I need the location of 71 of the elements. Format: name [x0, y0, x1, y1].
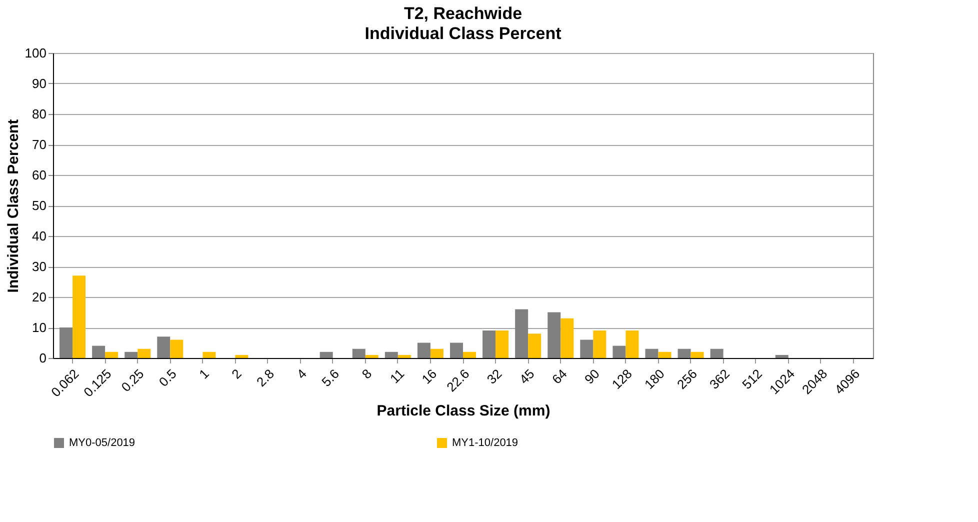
- legend-label: MY0-05/2019: [69, 437, 136, 449]
- y-tick-label: 20: [32, 290, 46, 304]
- bar: [482, 330, 496, 358]
- x-tick-label: 16: [418, 366, 440, 387]
- bar: [202, 352, 216, 358]
- bar: [157, 336, 170, 358]
- y-tick-label: 90: [32, 76, 46, 91]
- x-tick-label: 256: [674, 366, 700, 392]
- bar: [235, 354, 248, 358]
- y-tick-label: 10: [32, 320, 46, 335]
- y-tick-label: 60: [32, 168, 46, 182]
- bar: [658, 352, 672, 358]
- x-tick-label: 11: [386, 366, 408, 386]
- y-tick-label: 0: [39, 350, 46, 366]
- bar: [690, 352, 704, 358]
- bar: [417, 342, 430, 358]
- x-tick-label: 2.8: [254, 366, 277, 390]
- bar: [528, 334, 542, 358]
- bar: [580, 340, 594, 358]
- x-tick-label: 180: [641, 366, 668, 392]
- bar: [678, 348, 691, 358]
- x-tick-label: 2: [228, 366, 244, 382]
- bar: [124, 352, 138, 358]
- bar: [60, 328, 73, 358]
- x-tick-label: 4: [294, 366, 310, 382]
- y-tick-label: 50: [32, 198, 46, 213]
- bar: [593, 330, 606, 358]
- x-tick-label: 32: [484, 366, 505, 387]
- bar: [398, 354, 411, 358]
- x-tick-label: 1: [196, 366, 212, 382]
- y-tick-label: 80: [32, 106, 46, 122]
- bar: [105, 352, 118, 358]
- x-tick-label: 128: [608, 366, 635, 392]
- y-axis-title: Individual Class Percent: [4, 119, 22, 293]
- bar: [496, 330, 509, 358]
- y-tick-label: 30: [32, 259, 46, 274]
- bar: [352, 348, 366, 358]
- x-tick-label: 0.5: [156, 366, 180, 390]
- x-tick-label: 362: [706, 366, 733, 392]
- legend-label: MY1-10/2019: [452, 437, 518, 449]
- bar: [138, 348, 151, 358]
- bar: [170, 340, 184, 358]
- chart-subtitle: Individual Class Percent: [364, 24, 562, 43]
- bar: [548, 312, 561, 358]
- bar: [710, 348, 724, 358]
- bar: [92, 346, 106, 358]
- bar: [463, 352, 476, 358]
- bar: [515, 309, 528, 358]
- x-tick-label: 90: [582, 366, 602, 387]
- bar: [626, 330, 639, 358]
- bar: [72, 276, 86, 358]
- x-tick-label: 512: [739, 366, 766, 392]
- x-tick-label: 5.6: [318, 366, 342, 390]
- chart-title: T2, Reachwide: [404, 4, 522, 23]
- bar: [430, 348, 444, 358]
- x-tick-label: 45: [516, 366, 538, 387]
- x-tick-label: 64: [548, 366, 570, 387]
- x-tick-label: 8: [358, 366, 375, 382]
- bar: [320, 352, 333, 358]
- x-axis-title: Particle Class Size (mm): [376, 402, 550, 420]
- y-tick-label: 40: [32, 228, 46, 244]
- bar: [645, 348, 658, 358]
- bar: [560, 318, 574, 358]
- bar: [612, 346, 626, 358]
- x-tick-label: 0.25: [118, 366, 147, 395]
- bar: [384, 352, 398, 358]
- bar: [450, 342, 463, 358]
- y-tick-label: 100: [24, 46, 46, 60]
- bar: [775, 354, 788, 358]
- bar: [365, 354, 378, 358]
- y-tick-label: 70: [32, 137, 46, 152]
